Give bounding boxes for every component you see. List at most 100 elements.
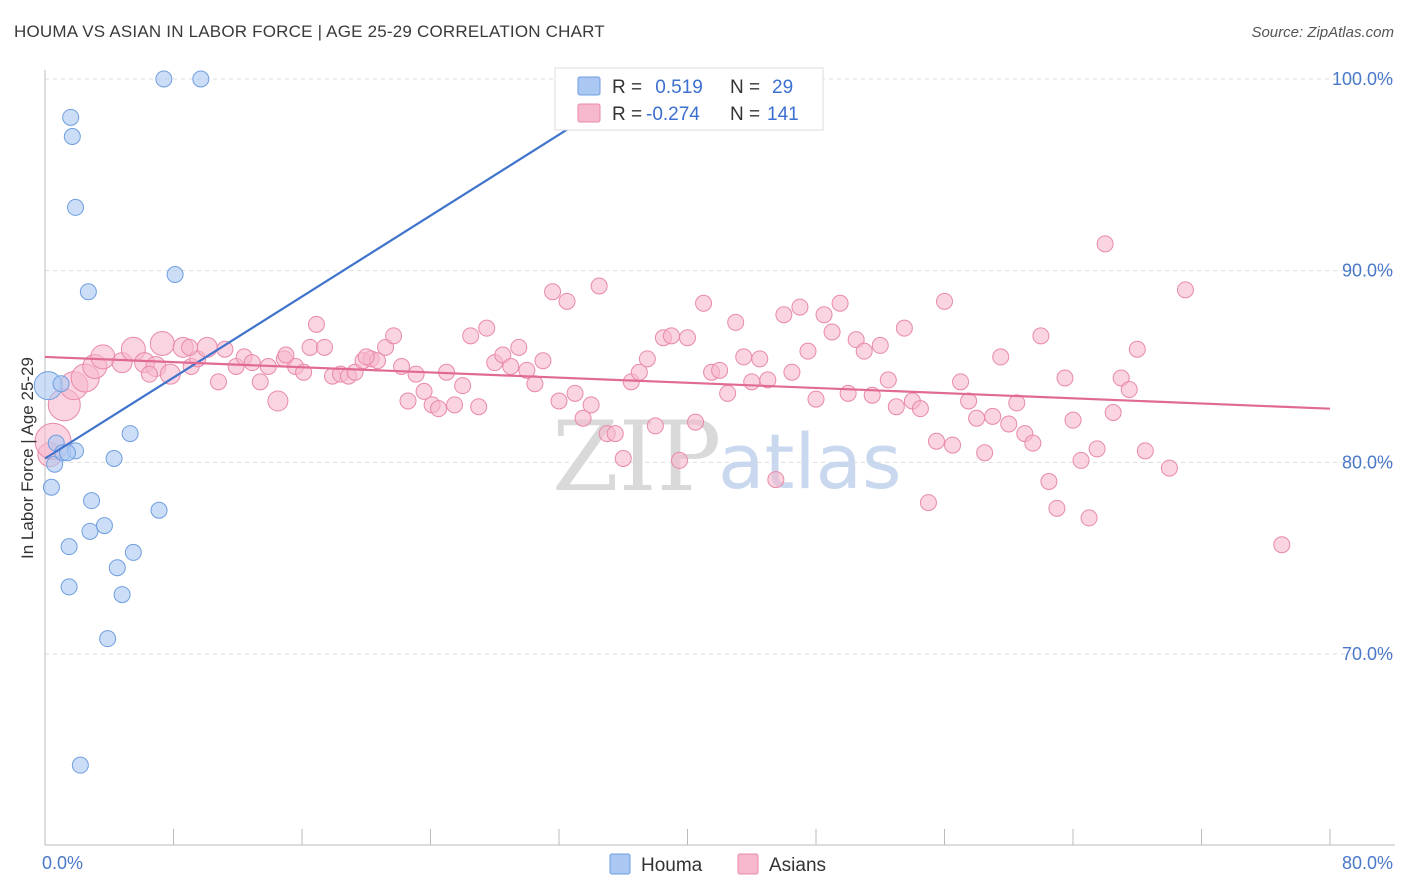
asians-point-53 bbox=[494, 346, 512, 364]
asians-point-16 bbox=[196, 336, 218, 358]
asians-point-130 bbox=[1112, 369, 1130, 387]
houma-point-22 bbox=[150, 501, 168, 519]
asians-point-125 bbox=[1072, 451, 1090, 469]
asians-point-49 bbox=[462, 327, 480, 345]
asians-point-102 bbox=[887, 398, 905, 416]
houma-point-7 bbox=[60, 538, 78, 556]
houma-point-13 bbox=[83, 492, 101, 510]
asians-point-65 bbox=[590, 277, 608, 295]
asians-point-113 bbox=[976, 444, 994, 462]
x-tick-label-max: 80.0% bbox=[1342, 853, 1393, 873]
asians-point-11 bbox=[149, 331, 175, 356]
asians-point-120 bbox=[1032, 327, 1050, 345]
asians-point-134 bbox=[1160, 459, 1178, 477]
asians-point-139 bbox=[181, 338, 199, 356]
asians-point-24 bbox=[267, 390, 289, 412]
trend-lines bbox=[44, 78, 1331, 460]
asians-point-84 bbox=[743, 373, 761, 391]
asians-point-111 bbox=[960, 392, 978, 410]
houma-point-15 bbox=[95, 517, 113, 535]
asians-point-68 bbox=[614, 450, 632, 467]
asians-point-38 bbox=[377, 338, 395, 356]
legend-swatch-asians bbox=[577, 103, 601, 123]
source-credit: Source: ZipAtlas.com bbox=[1251, 24, 1394, 41]
y-tick-label-80: 80.0% bbox=[1342, 452, 1393, 472]
legend-houma-n-label: N = bbox=[730, 77, 760, 98]
asians-point-119 bbox=[1024, 434, 1042, 452]
asians-point-72 bbox=[646, 417, 664, 435]
houma-point-17 bbox=[105, 450, 123, 467]
asians-point-77 bbox=[687, 413, 705, 431]
asians-point-50 bbox=[470, 398, 488, 416]
legend-swatch-houma bbox=[577, 76, 601, 96]
asians-point-100 bbox=[871, 336, 889, 354]
asians-point-94 bbox=[823, 323, 841, 341]
asians-point-30 bbox=[315, 338, 333, 356]
houma-point-24 bbox=[166, 266, 184, 283]
asians-point-78 bbox=[695, 294, 713, 312]
asians-point-106 bbox=[919, 494, 937, 512]
chart-title: HOUMA VS ASIAN IN LABOR FORCE | AGE 25-2… bbox=[14, 22, 605, 41]
asians-point-51 bbox=[478, 319, 496, 337]
asians-point-138 bbox=[277, 346, 295, 364]
houma-point-14 bbox=[81, 522, 99, 540]
asians-point-47 bbox=[446, 396, 464, 414]
asians-point-107 bbox=[927, 432, 945, 450]
asians-point-61 bbox=[558, 292, 576, 310]
legend-asians-r-label: R = bbox=[612, 104, 642, 125]
asians-point-67 bbox=[606, 425, 624, 443]
asians-trend-line bbox=[44, 355, 1331, 410]
houma-point-10 bbox=[63, 128, 81, 145]
asians-point-91 bbox=[799, 342, 817, 360]
houma-point-18 bbox=[108, 559, 126, 577]
houma-point-8 bbox=[60, 578, 78, 596]
asians-point-133 bbox=[1136, 442, 1154, 460]
asians-point-92 bbox=[807, 390, 825, 408]
houma-point-21 bbox=[124, 543, 142, 561]
asians-point-59 bbox=[544, 283, 562, 301]
asians-point-115 bbox=[992, 348, 1010, 366]
asians-point-60 bbox=[550, 392, 568, 410]
asians-point-137 bbox=[357, 348, 375, 366]
legend-asians-n-value: 141 bbox=[767, 104, 799, 125]
asians-point-56 bbox=[518, 361, 536, 379]
houma-point-19 bbox=[113, 586, 131, 604]
y-tick-label-100: 100.0% bbox=[1332, 69, 1393, 89]
asians-point-87 bbox=[767, 471, 785, 489]
legend-series: Houma Asians bbox=[609, 853, 826, 876]
asians-point-85 bbox=[751, 350, 769, 368]
asians-point-74 bbox=[662, 327, 680, 345]
legend-asians-r-value: -0.274 bbox=[646, 104, 700, 125]
asians-point-45 bbox=[430, 400, 448, 418]
asians-point-62 bbox=[566, 384, 584, 402]
asians-point-22 bbox=[251, 373, 269, 391]
asians-point-28 bbox=[301, 338, 319, 356]
asians-point-126 bbox=[1080, 509, 1098, 527]
houma-point-27 bbox=[71, 756, 89, 774]
asians-point-58 bbox=[534, 352, 552, 370]
asians-point-131 bbox=[1120, 381, 1138, 398]
asians-point-39 bbox=[385, 327, 403, 345]
asians-point-128 bbox=[1096, 235, 1114, 253]
asians-point-127 bbox=[1088, 440, 1106, 458]
asians-point-88 bbox=[775, 306, 793, 324]
houma-trend-line bbox=[44, 78, 648, 460]
legend-asians-n-label: N = bbox=[730, 104, 760, 125]
asians-point-64 bbox=[582, 396, 600, 414]
asians-point-63 bbox=[574, 409, 592, 427]
asians-point-76 bbox=[679, 329, 696, 347]
asians-point-105 bbox=[911, 400, 929, 418]
asians-point-75 bbox=[670, 451, 688, 469]
asians-point-29 bbox=[307, 315, 325, 333]
asians-point-41 bbox=[399, 392, 417, 410]
asians-point-110 bbox=[952, 373, 970, 391]
watermark-atlas: atlas bbox=[718, 417, 902, 506]
houma-point-9 bbox=[62, 108, 80, 126]
legend-houma-n-value: 29 bbox=[772, 77, 793, 98]
asians-point-101 bbox=[879, 371, 897, 389]
asians-point-140 bbox=[140, 365, 158, 383]
asians-point-21 bbox=[243, 354, 261, 372]
asians-point-81 bbox=[719, 384, 737, 402]
asians-point-71 bbox=[638, 350, 656, 368]
